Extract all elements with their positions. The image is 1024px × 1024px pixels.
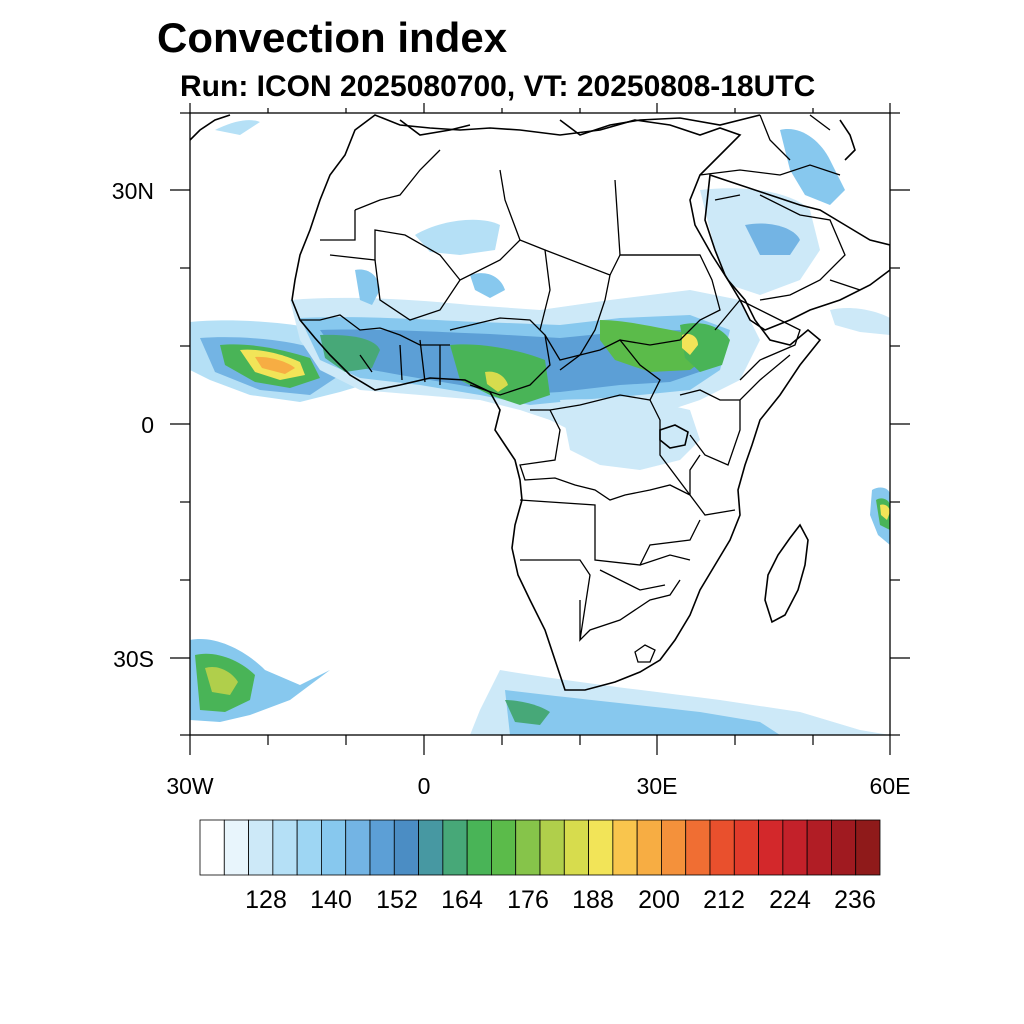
border-chad bbox=[544, 249, 611, 371]
border-west-africa-states bbox=[300, 314, 450, 385]
lat-label-30n: 30N bbox=[111, 178, 154, 204]
border-middle-east bbox=[699, 114, 841, 176]
colorbar-label: 224 bbox=[769, 886, 811, 914]
convection-region-south-atlantic-lime bbox=[205, 666, 238, 695]
lon-label-30w: 30W bbox=[166, 773, 214, 799]
border-sudan bbox=[609, 254, 721, 346]
lon-label-30e: 30E bbox=[636, 773, 678, 799]
colorbar-box bbox=[855, 819, 881, 876]
colorbar-box bbox=[248, 819, 274, 876]
colorbar-box bbox=[442, 819, 468, 876]
border-drc bbox=[519, 399, 691, 501]
colorbar-box bbox=[515, 819, 541, 876]
colorbar-box bbox=[466, 819, 492, 876]
colorbar-box bbox=[588, 819, 614, 876]
convection-region-gulf bbox=[780, 129, 845, 205]
lat-label-30s: 30S bbox=[113, 646, 154, 672]
colorbar-box bbox=[782, 819, 808, 876]
madagascar-coastline bbox=[764, 523, 809, 624]
colorbar-box bbox=[612, 819, 638, 876]
border-nigeria bbox=[449, 317, 551, 396]
convection-region-arabia-mid bbox=[745, 223, 800, 255]
colorbar-box bbox=[806, 819, 832, 876]
colorbar-label: 164 bbox=[441, 886, 483, 914]
colorbar bbox=[199, 819, 881, 876]
border-ethiopia-somalia bbox=[714, 299, 801, 381]
convection-region-central-africa-light bbox=[560, 399, 700, 470]
border-mauritania bbox=[329, 229, 461, 281]
convection-region-southern-ocean-green bbox=[505, 700, 550, 725]
page-subtitle: Run: ICON 2025080700, VT: 20250808-18UTC bbox=[180, 70, 816, 103]
convection-region-sahara-spot bbox=[470, 273, 505, 298]
convection-region-sahara-north bbox=[415, 219, 500, 255]
convection-region-atlantic-orange bbox=[255, 356, 295, 374]
colorbar-box bbox=[321, 819, 347, 876]
arabia-coastline bbox=[704, 173, 890, 331]
colorbar-box bbox=[272, 819, 298, 876]
border-lesotho bbox=[634, 644, 656, 663]
colorbar-box bbox=[393, 819, 419, 876]
lat-label-0: 0 bbox=[141, 412, 154, 438]
border-cameroon-car bbox=[530, 334, 661, 411]
colorbar-label: 200 bbox=[638, 886, 680, 914]
colorbar-label: 128 bbox=[245, 886, 287, 914]
colorbar-box bbox=[709, 819, 735, 876]
colorbar-label: 140 bbox=[310, 886, 352, 914]
colorbar-box bbox=[345, 819, 371, 876]
colorbar-box bbox=[296, 819, 322, 876]
colorbar-box bbox=[758, 819, 784, 876]
colorbar-label: 188 bbox=[572, 886, 614, 914]
colorbar-label: 176 bbox=[507, 886, 549, 914]
africa-coastline bbox=[291, 114, 822, 691]
caspian-coastline bbox=[839, 119, 856, 161]
border-arabia-inner bbox=[714, 194, 861, 301]
colorbar-box bbox=[223, 819, 249, 876]
border-southern-africa bbox=[520, 554, 691, 642]
colorbar-box bbox=[491, 819, 517, 876]
border-morocco-algeria bbox=[354, 149, 441, 211]
convection-region-ethiopia-yellow bbox=[682, 334, 698, 355]
colorbar-box bbox=[418, 819, 444, 876]
colorbar-label: 152 bbox=[376, 886, 418, 914]
border-western-sahara bbox=[320, 210, 356, 241]
convection-region-nigeria-yellow bbox=[485, 371, 508, 392]
colorbar-box bbox=[199, 819, 225, 876]
border-mali-niger bbox=[374, 239, 551, 331]
convection-region-southern-ocean-mid bbox=[505, 690, 780, 735]
europe-coastline bbox=[190, 114, 761, 141]
country-borders bbox=[300, 114, 861, 663]
convection-region-north-atlantic bbox=[215, 120, 260, 135]
convection-region-mauritania bbox=[355, 269, 380, 305]
border-algeria-libya bbox=[499, 169, 521, 241]
colorbar-box bbox=[733, 819, 759, 876]
colorbar-box bbox=[831, 819, 857, 876]
colorbar-box bbox=[661, 819, 687, 876]
lon-label-60e: 60E bbox=[869, 773, 911, 799]
border-libya-egypt bbox=[614, 179, 700, 256]
convection-field bbox=[190, 120, 890, 735]
page-title: Convection index bbox=[157, 14, 508, 61]
convection-region-arabian-sea bbox=[830, 307, 890, 335]
convection-region-madagascar-yellow bbox=[880, 504, 890, 520]
colorbar-box bbox=[685, 819, 711, 876]
border-east-africa bbox=[679, 354, 791, 516]
colorbar-label: 236 bbox=[834, 886, 876, 914]
tick-marks bbox=[170, 103, 910, 755]
colorbar-box bbox=[539, 819, 565, 876]
colorbar-box bbox=[563, 819, 589, 876]
colorbar-box bbox=[369, 819, 395, 876]
coastlines bbox=[190, 114, 890, 691]
colorbar-box bbox=[636, 819, 662, 876]
colorbar-label: 212 bbox=[703, 886, 745, 914]
lon-label-0: 0 bbox=[417, 773, 431, 799]
